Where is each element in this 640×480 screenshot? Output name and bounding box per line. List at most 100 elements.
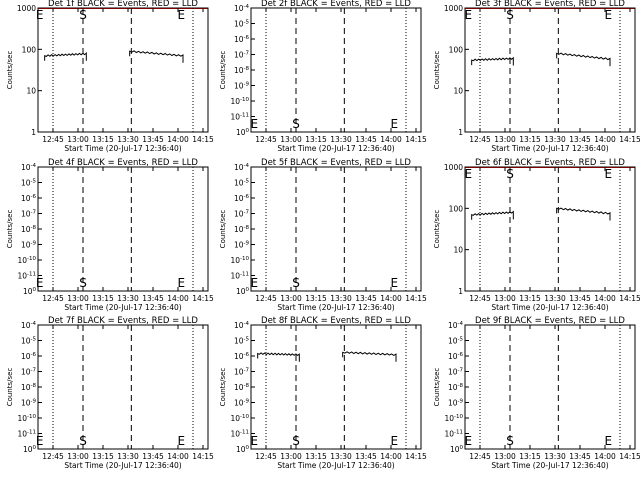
x-tick-label: 14:00 — [167, 135, 189, 144]
x-tick-label: 14:00 — [167, 294, 189, 303]
events-series-segment — [471, 56, 514, 66]
event-marker-S: S — [79, 434, 87, 448]
panel-title: Det 5f BLACK = Events, RED = LLD — [261, 158, 411, 168]
y-tick-label: 1 — [458, 287, 463, 296]
y-tick-label: 10-11 — [230, 430, 249, 439]
event-marker-E: E — [251, 434, 259, 448]
x-tick-label: 12:45 — [42, 294, 64, 303]
y-tick-label: 1 — [31, 128, 36, 137]
y-tick-label: 10-7 — [448, 368, 464, 377]
event-marker-E: E — [36, 434, 44, 448]
y-tick-label: 10-10 — [230, 256, 249, 265]
y-tick-label: 10-4 — [234, 4, 250, 13]
x-tick-label: 13:45 — [355, 135, 377, 144]
x-tick-label: 14:00 — [167, 452, 189, 461]
panel-title: Det 4f BLACK = Events, RED = LLD — [48, 158, 198, 168]
x-tick-label: 13:45 — [569, 135, 591, 144]
x-tick-label: 12:45 — [42, 452, 64, 461]
y-tick-label: 10-4 — [234, 163, 250, 172]
events-series-segment — [471, 210, 514, 220]
event-marker-E: E — [391, 434, 399, 448]
event-marker-E: E — [465, 434, 473, 448]
plot-frame — [37, 324, 209, 450]
x-tick-label: 14:00 — [594, 135, 616, 144]
events-series-segment — [342, 351, 397, 362]
x-tick-label: 13:15 — [305, 452, 327, 461]
y-tick-label: 10-7 — [234, 368, 250, 377]
y-axis-label: Counts/sec — [6, 368, 14, 407]
x-tick-label: 12:45 — [469, 452, 491, 461]
x-tick-label: 13:30 — [544, 135, 566, 144]
y-tick-label: 10-6 — [21, 194, 37, 203]
x-axis-label: Start Time (20-Jul-17 12:36:40) — [64, 303, 181, 312]
y-tick-label: 100 — [236, 445, 250, 454]
x-tick-label: 14:00 — [380, 135, 402, 144]
y-tick-label: 10-10 — [17, 256, 36, 265]
events-series-segment — [257, 352, 300, 362]
panel-title: Det 9f BLACK = Events, RED = LLD — [475, 316, 625, 326]
x-axis-label: Start Time (20-Jul-17 12:36:40) — [64, 461, 181, 470]
event-marker-E: E — [251, 117, 259, 131]
events-series-segment — [556, 207, 611, 221]
y-tick-label: 100 — [236, 128, 250, 137]
y-tick-label: 10-5 — [448, 337, 464, 346]
y-tick-label: 10 — [453, 246, 463, 255]
y-tick-label: 10-7 — [21, 210, 37, 219]
events-series-segment — [556, 52, 611, 67]
plot-frame — [250, 324, 422, 450]
y-tick-label: 10-4 — [21, 321, 37, 330]
x-tick-label: 13:00 — [67, 294, 89, 303]
y-tick-label: 10-6 — [234, 35, 250, 44]
x-tick-label: 14:00 — [594, 452, 616, 461]
y-tick-label: 1000 — [444, 163, 463, 172]
event-marker-E: E — [391, 117, 399, 131]
x-tick-label: 13:00 — [494, 294, 516, 303]
x-tick-label: 12:45 — [469, 294, 491, 303]
y-tick-label: 10-9 — [448, 399, 464, 408]
x-tick-label: 13:45 — [142, 135, 164, 144]
x-tick-label: 13:15 — [305, 135, 327, 144]
x-tick-label: 13:15 — [305, 294, 327, 303]
x-tick-label: 14:15 — [192, 135, 214, 144]
event-marker-S: S — [506, 434, 514, 448]
panel-title: Det 6f BLACK = Events, RED = LLD — [475, 158, 625, 168]
y-tick-label: 1 — [458, 128, 463, 137]
y-axis-label: Counts/sec — [219, 51, 227, 90]
y-tick-label: 10-6 — [448, 352, 464, 361]
event-marker-S: S — [79, 8, 87, 22]
panel-title: Det 8f BLACK = Events, RED = LLD — [261, 316, 411, 326]
event-marker-S: S — [79, 276, 87, 290]
plot-frame — [464, 7, 636, 133]
event-marker-S: S — [506, 8, 514, 22]
x-tick-label: 14:00 — [594, 294, 616, 303]
y-tick-label: 10-8 — [448, 383, 464, 392]
y-tick-label: 100 — [449, 45, 464, 54]
x-tick-label: 14:15 — [192, 294, 214, 303]
y-tick-label: 100 — [22, 45, 37, 54]
plot-frame — [250, 7, 422, 133]
y-tick-label: 10-4 — [448, 321, 464, 330]
y-tick-label: 10-11 — [17, 272, 36, 281]
y-axis-label: Counts/sec — [6, 210, 14, 249]
x-tick-label: 13:15 — [92, 452, 114, 461]
y-tick-label: 10-6 — [234, 194, 250, 203]
y-axis-label: Counts/sec — [219, 210, 227, 249]
y-tick-label: 10-4 — [21, 163, 37, 172]
event-marker-E: E — [391, 276, 399, 290]
x-tick-label: 12:45 — [255, 452, 277, 461]
x-tick-label: 13:30 — [117, 294, 139, 303]
y-tick-label: 100 — [23, 445, 37, 454]
x-tick-label: 14:15 — [619, 452, 640, 461]
y-tick-label: 10-6 — [234, 352, 250, 361]
y-tick-label: 10 — [26, 87, 36, 96]
x-tick-label: 13:30 — [330, 294, 352, 303]
x-tick-label: 13:00 — [280, 294, 302, 303]
x-axis-label: Start Time (20-Jul-17 12:36:40) — [64, 144, 181, 153]
event-marker-E: E — [251, 276, 259, 290]
y-tick-label: 100 — [236, 287, 250, 296]
